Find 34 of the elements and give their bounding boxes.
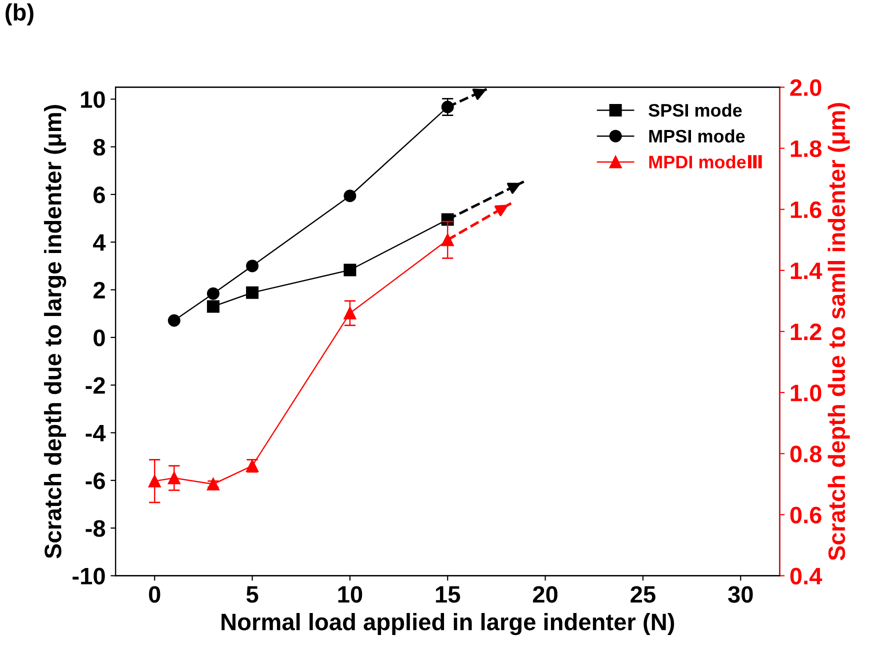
y-tick-label: -6 — [86, 472, 105, 490]
y-tick-label: -2 — [86, 377, 105, 394]
x-tick-label: 25 — [630, 586, 656, 603]
y-axis-title: Scratch depth due to large indenter (μm) — [44, 105, 66, 558]
y-tick-label: 6 — [94, 186, 105, 204]
y2-tick-label: 1.6 — [790, 201, 822, 218]
y-tick-label: -8 — [86, 520, 106, 537]
y2-tick-label: 1.4 — [790, 262, 822, 279]
legend-label: SPSI mode — [648, 103, 742, 117]
x-tick-label: 10 — [338, 586, 362, 603]
y-tick-label: 2 — [94, 282, 105, 298]
legend-label: MPDI modeⅢ — [649, 155, 762, 168]
y-tick-label: -10 — [72, 568, 105, 585]
y2-tick-label: 1.2 — [790, 324, 822, 340]
y2-tick-label: 1.8 — [790, 140, 822, 158]
x-tick-label: 5 — [246, 586, 258, 603]
x-tick-label: 30 — [728, 586, 753, 603]
x-tick-label: 20 — [532, 586, 558, 603]
y2-tick-label: 2.0 — [790, 79, 822, 96]
y-tick-label: 0 — [94, 330, 105, 346]
y2-tick-label: 0.8 — [790, 446, 822, 462]
y2-tick-label: 0.4 — [790, 568, 822, 585]
y2-axis-title: Scratch depth due to samll indenter (μm) — [828, 103, 850, 560]
x-tick-label: 0 — [148, 586, 160, 603]
y-tick-label: 8 — [93, 138, 106, 156]
y2-tick-label: 1.0 — [790, 384, 822, 402]
y-tick-label: -4 — [86, 425, 106, 442]
y2-tick-label: 0.6 — [790, 506, 822, 524]
y-tick-label: 10 — [81, 91, 105, 108]
y-tick-label: 4 — [93, 234, 106, 251]
legend-label: MPSI mode — [649, 129, 745, 143]
x-tick-label: 15 — [436, 586, 460, 603]
text: (b) — [6, 3, 34, 26]
x-axis-title: Normal load applied in large indenter (N) — [222, 613, 674, 636]
